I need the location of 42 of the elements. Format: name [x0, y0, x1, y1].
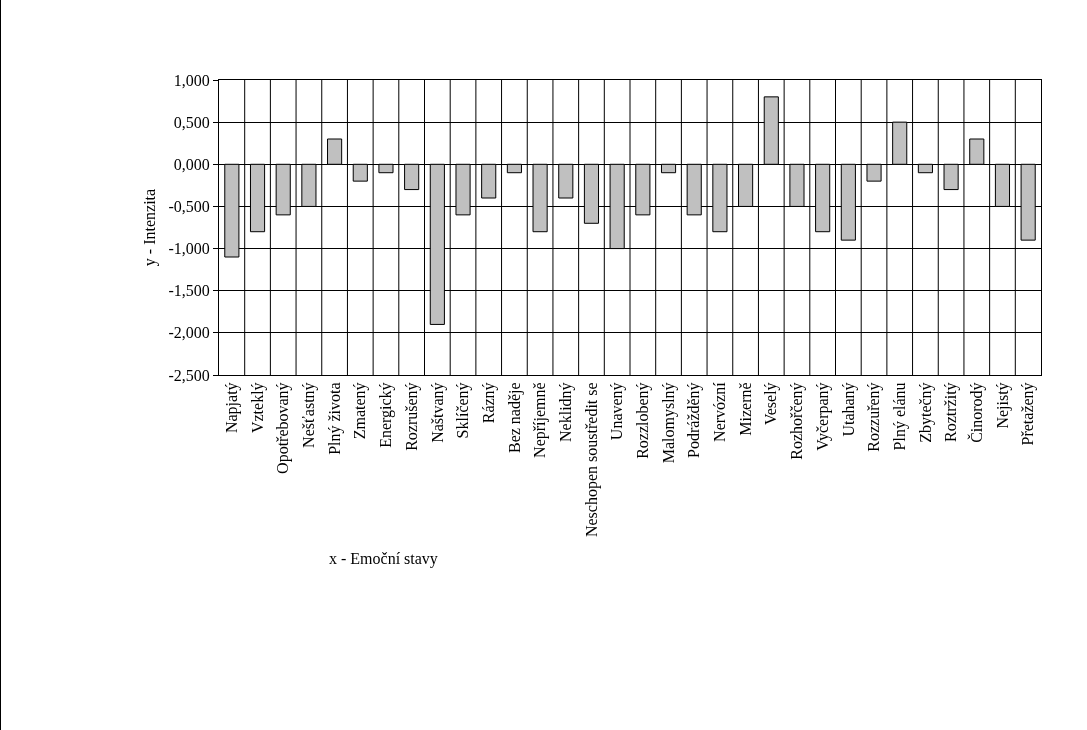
x-tick-label: Roztržitý — [942, 382, 961, 442]
x-tick-label: Neschopen soustředit se — [582, 382, 601, 538]
x-tick-label: Podrážděný — [685, 382, 704, 458]
x-tick-label: Opotřebovaný — [274, 382, 293, 474]
x-tick-label: Veselý — [762, 382, 781, 426]
y-tick-label: -1,000 — [168, 240, 210, 258]
x-tick-label: Plný života — [325, 382, 344, 455]
y-tick-label: -0,500 — [168, 198, 210, 216]
x-tick-label: Rozrušený — [402, 382, 421, 451]
x-tick-label: Mizerně — [736, 382, 754, 436]
x-tick-label: Neklidný — [556, 382, 575, 442]
x-tick-label: Bez naděje — [505, 382, 524, 454]
x-tick-label: Rázný — [479, 382, 498, 424]
x-tick-label: Činorodý — [966, 382, 986, 443]
x-tick-label: Nejistý — [993, 382, 1012, 429]
x-tick-label: Vzteklý — [248, 382, 267, 434]
y-tick-label: 0,500 — [173, 113, 210, 131]
x-tick-label: Utahaný — [839, 382, 858, 437]
x-tick-label: Malomyslný — [659, 382, 678, 464]
x-tick-label: Energický — [377, 382, 396, 448]
x-tick-label: Rozzuřený — [865, 382, 884, 452]
x-tick-label: Nešťastný — [300, 382, 319, 448]
y-tick-label: -2,500 — [168, 366, 210, 384]
x-tick-label: Přetažený — [1019, 382, 1038, 446]
x-tick-label: Rozzlobený — [634, 382, 653, 459]
x-tick-label: Nervózní — [711, 381, 729, 442]
y-tick-label: 0,000 — [173, 155, 210, 173]
x-tick-label: Rozhořčený — [788, 382, 807, 460]
x-tick-label: Unavený — [608, 382, 627, 441]
x-tick-label: Zmatený — [351, 382, 370, 440]
x-tick-label: Napjatý — [223, 382, 242, 434]
x-tick-label: Sklíčený — [454, 382, 473, 439]
x-tick-label: Naštvaný — [428, 382, 447, 443]
y-axis-title: y - Intenzita — [141, 188, 160, 267]
y-tick-label: 1,000 — [173, 71, 210, 89]
x-tick-label: Plný elánu — [890, 382, 909, 451]
y-tick-label: -1,500 — [168, 282, 210, 300]
x-tick-label: Zbytečný — [916, 382, 935, 443]
y-tick-label: -2,000 — [168, 324, 210, 342]
x-tick-label: Nepříjemně — [531, 382, 550, 458]
x-axis-title: x - Emoční stavy — [329, 550, 438, 568]
x-tick-label: Vyčerpaný — [813, 382, 832, 451]
